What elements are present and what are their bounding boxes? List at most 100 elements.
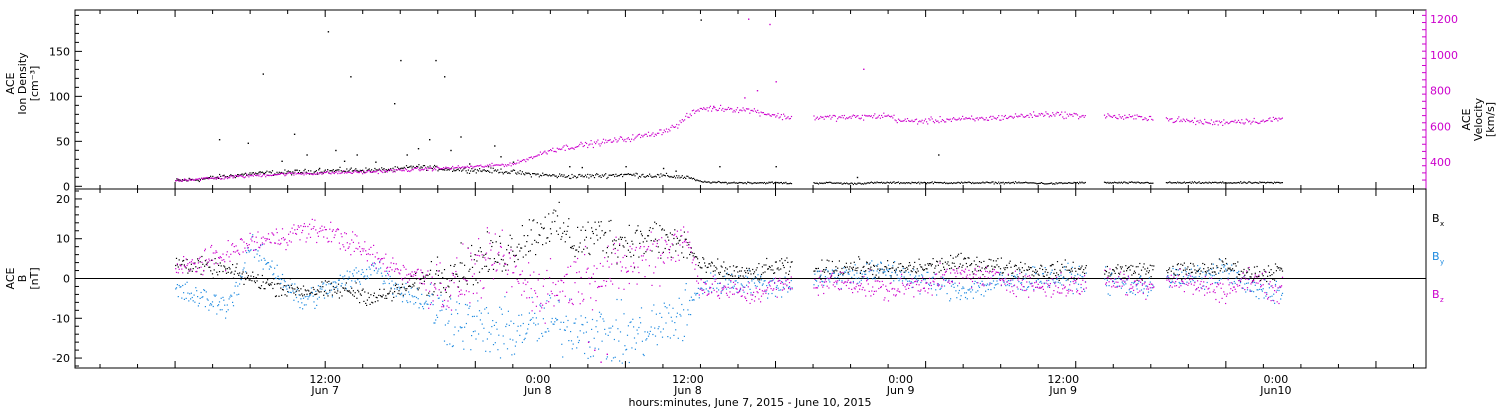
data-point bbox=[1044, 271, 1046, 273]
data-point bbox=[414, 271, 416, 273]
data-point bbox=[178, 179, 180, 181]
data-point bbox=[216, 313, 218, 315]
data-point bbox=[747, 281, 749, 283]
data-point bbox=[759, 182, 761, 184]
data-point bbox=[193, 179, 195, 181]
data-point bbox=[277, 173, 279, 176]
data-point bbox=[589, 253, 591, 256]
data-point bbox=[1115, 278, 1117, 280]
data-point bbox=[218, 264, 220, 266]
data-point bbox=[659, 285, 661, 287]
data-point bbox=[732, 182, 734, 184]
data-point bbox=[519, 170, 521, 172]
data-point bbox=[886, 267, 888, 269]
data-point bbox=[831, 182, 833, 184]
data-point bbox=[1238, 270, 1240, 272]
data-point bbox=[360, 171, 362, 173]
data-point bbox=[1124, 181, 1126, 183]
data-point bbox=[695, 256, 697, 258]
data-point bbox=[544, 331, 546, 333]
data-point bbox=[490, 333, 492, 335]
data-point bbox=[359, 283, 361, 285]
data-point bbox=[718, 181, 721, 183]
data-point bbox=[424, 276, 426, 278]
data-point bbox=[493, 164, 495, 166]
data-point bbox=[1150, 289, 1152, 292]
data-point bbox=[497, 169, 499, 171]
data-point bbox=[195, 271, 197, 273]
data-point bbox=[1235, 277, 1237, 279]
data-point bbox=[1013, 275, 1016, 277]
data-point bbox=[912, 182, 914, 184]
data-point bbox=[970, 291, 972, 293]
data-point bbox=[1042, 273, 1044, 275]
data-point bbox=[1148, 277, 1150, 279]
data-point bbox=[215, 250, 217, 252]
data-point bbox=[908, 265, 910, 267]
data-point bbox=[1073, 181, 1075, 183]
data-point bbox=[1118, 114, 1120, 116]
data-point bbox=[1125, 283, 1127, 285]
data-point bbox=[204, 248, 206, 250]
data-point bbox=[337, 229, 340, 231]
data-point bbox=[475, 254, 477, 256]
data-point bbox=[916, 268, 918, 270]
data-point bbox=[1237, 181, 1240, 184]
data-point bbox=[1189, 121, 1191, 123]
data-point bbox=[676, 123, 678, 126]
data-point bbox=[577, 257, 579, 260]
data-point bbox=[568, 340, 570, 342]
data-point bbox=[933, 122, 936, 124]
data-point bbox=[854, 115, 856, 117]
data-point bbox=[1067, 279, 1069, 281]
data-point bbox=[910, 281, 912, 283]
data-point bbox=[746, 267, 748, 269]
data-point bbox=[200, 273, 202, 275]
data-point bbox=[654, 175, 656, 177]
data-point bbox=[1245, 118, 1247, 120]
data-point bbox=[227, 271, 229, 273]
data-point bbox=[408, 285, 410, 287]
data-point bbox=[1187, 266, 1189, 268]
data-point bbox=[604, 328, 606, 330]
data-point bbox=[475, 338, 477, 340]
data-point bbox=[1127, 276, 1129, 278]
data-point bbox=[267, 174, 269, 176]
data-point bbox=[208, 177, 210, 180]
data-point bbox=[905, 182, 907, 184]
data-point bbox=[470, 252, 472, 254]
data-point bbox=[1030, 182, 1032, 184]
data-point bbox=[631, 347, 633, 349]
data-point bbox=[434, 283, 436, 285]
data-point bbox=[447, 300, 449, 302]
data-point bbox=[312, 295, 314, 297]
data-point bbox=[753, 182, 755, 184]
data-point bbox=[632, 271, 634, 273]
data-point bbox=[257, 173, 259, 175]
data-point bbox=[702, 293, 704, 295]
data-point bbox=[1119, 266, 1122, 268]
data-point bbox=[906, 118, 909, 120]
data-point bbox=[304, 168, 306, 170]
data-point bbox=[1223, 119, 1225, 121]
data-point bbox=[999, 271, 1002, 273]
data-point bbox=[408, 291, 410, 293]
data-point bbox=[911, 181, 913, 183]
data-point bbox=[721, 109, 723, 111]
data-point bbox=[860, 269, 862, 272]
data-point bbox=[678, 240, 680, 242]
data-point bbox=[1112, 115, 1115, 117]
data-point bbox=[693, 299, 695, 301]
data-point bbox=[1250, 290, 1252, 292]
data-point bbox=[1040, 112, 1042, 115]
data-point bbox=[1005, 285, 1007, 287]
data-point bbox=[596, 141, 598, 143]
data-point bbox=[971, 263, 973, 265]
data-point bbox=[694, 178, 696, 181]
data-point bbox=[696, 256, 698, 258]
data-point bbox=[1207, 182, 1209, 184]
data-point bbox=[743, 182, 745, 184]
data-point bbox=[354, 292, 356, 294]
data-point bbox=[943, 268, 946, 270]
data-point bbox=[234, 174, 236, 176]
